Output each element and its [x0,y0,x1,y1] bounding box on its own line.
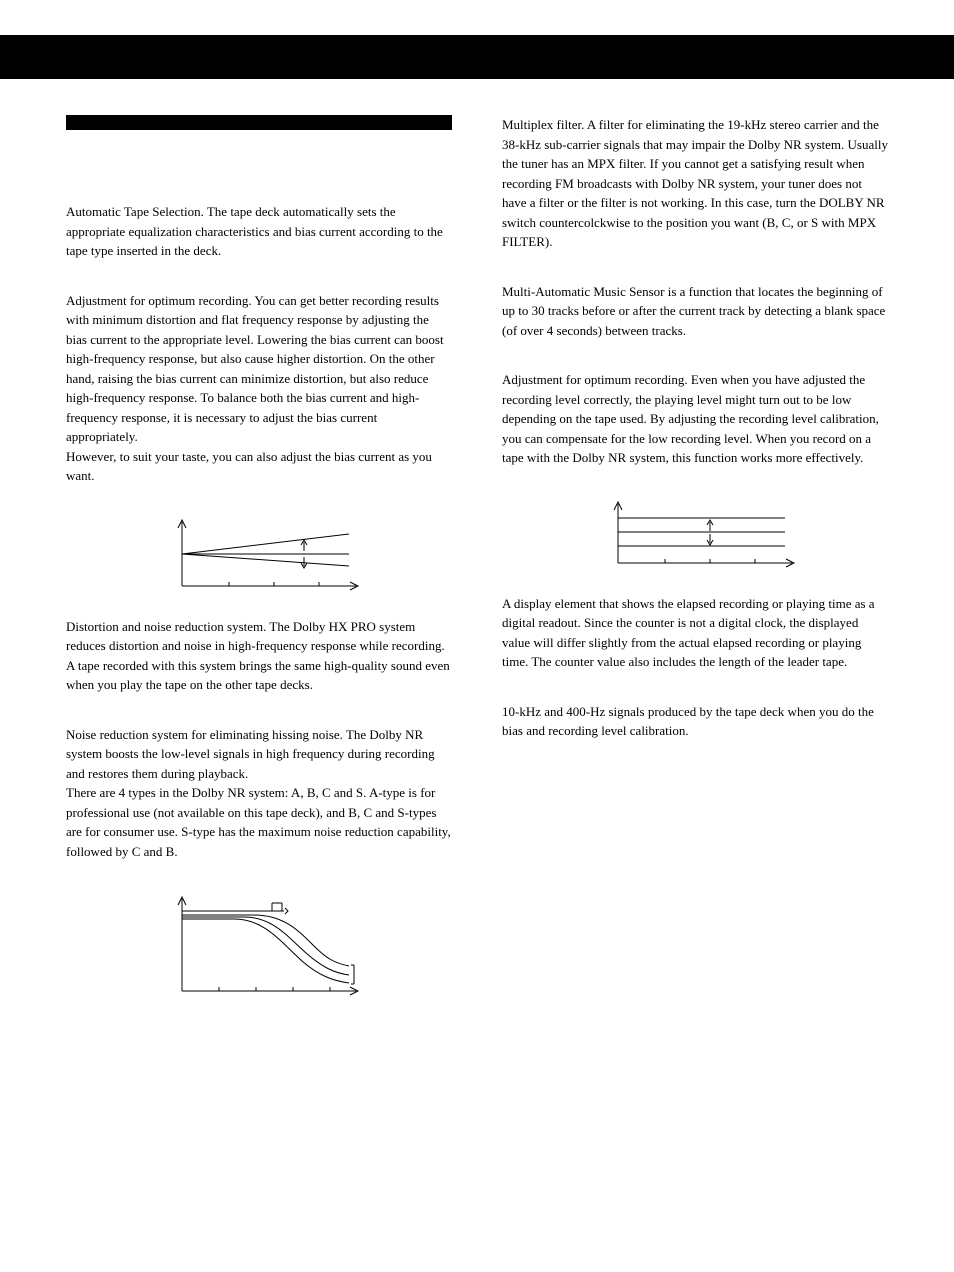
nr-diagram [66,891,452,996]
body-text: Multiplex filter. A filter for eliminati… [502,115,888,252]
bias-diagram [66,516,452,591]
body-text: A display element that shows the elapsed… [502,594,888,672]
entry-hxpro: Distortion and noise reduction system. T… [66,617,452,695]
reclvl-diagram [502,498,888,568]
left-column: Automatic Tape Selection. The tape deck … [66,115,452,1022]
entry-bias: Adjustment for optimum recording. You ca… [66,291,452,486]
body-text: Multi-Automatic Music Sensor is a functi… [502,282,888,341]
entry-ams: Multi-Automatic Music Sensor is a functi… [502,282,888,341]
entry-testtone: 10-kHz and 400-Hz signals produced by th… [502,702,888,741]
body-text: There are 4 types in the Dolby NR system… [66,783,452,861]
entry-mpx: Multiplex filter. A filter for eliminati… [502,115,888,252]
entry-counter: A display element that shows the elapsed… [502,594,888,672]
page-content: Automatic Tape Selection. The tape deck … [0,79,954,1062]
body-text: Adjustment for optimum recording. Even w… [502,370,888,468]
header-bar [0,35,954,79]
right-column: Multiplex filter. A filter for eliminati… [502,115,888,1022]
body-text: Automatic Tape Selection. The tape deck … [66,202,452,261]
section-bar [66,115,452,130]
body-text: Noise reduction system for eliminating h… [66,725,452,784]
entry-reclvl: Adjustment for optimum recording. Even w… [502,370,888,468]
entry-nr: Noise reduction system for eliminating h… [66,725,452,862]
body-text: Adjustment for optimum recording. You ca… [66,291,452,447]
entry-ats: Automatic Tape Selection. The tape deck … [66,202,452,261]
body-text: Distortion and noise reduction system. T… [66,617,452,695]
body-text: 10-kHz and 400-Hz signals produced by th… [502,702,888,741]
body-text: However, to suit your taste, you can als… [66,447,452,486]
